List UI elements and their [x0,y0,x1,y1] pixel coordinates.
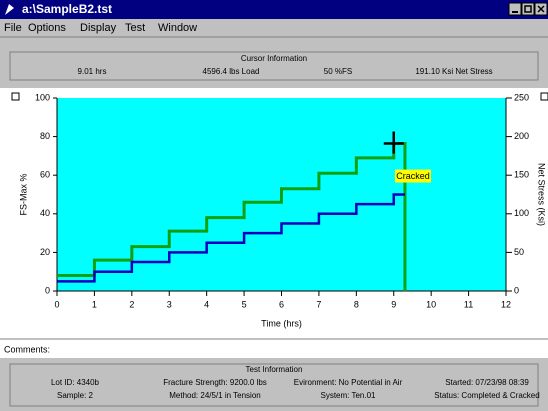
cursor-cross [383,131,404,154]
test-info-field: System: Ten.01 [321,391,377,400]
x-tick-label: 4 [204,299,209,309]
cursor-field: 50 %FS [324,67,352,76]
annotation-box [394,169,431,183]
menu-item[interactable]: Options [28,22,66,34]
cursor-fields: 9.01 hrs 4596.4 lbs Load 50 %FS 191.10 Ksi … [78,67,493,76]
y2-tick-label: 200 [514,131,529,141]
window-title: a:\SampleB2.tst [22,2,112,16]
minimize-button[interactable] [508,2,522,16]
y-tick-label: 40 [40,208,50,218]
data-line [57,193,405,283]
x-axis-label: Time (hrs) [261,318,302,328]
maximize-button[interactable] [521,2,535,16]
test-info-field: Lot ID: 4340b [51,378,100,387]
x-tick-label: 7 [316,299,321,309]
test-info-field: Fracture Strength: 9200.0 lbs [163,378,267,387]
x-tick-label: 10 [426,299,436,309]
x-tick-label: 2 [129,299,134,309]
test-info-field: Status: Completed & Cracked [434,391,539,400]
test-info-field: Evironment: No Potential in Air [294,378,403,387]
window-controls[interactable] [508,2,548,16]
test-info-field: Started: 07/23/98 08:39 [445,378,529,387]
y-tick-label: 0 [45,285,50,295]
x-tick-label: 0 [54,299,59,309]
test-info-panel [9,363,539,407]
app-icon [5,4,14,15]
y2-tick-label: 150 [514,170,529,180]
x-tick-label: 6 [279,299,284,309]
title-bar [0,0,548,19]
menu-item[interactable]: Test [125,22,145,34]
menu-bar: File Options Display Test Window [4,22,197,34]
cursor-field: 9.01 hrs [78,67,107,76]
y-tick-label: 80 [40,131,50,141]
cursor-info-title: Cursor Information [241,54,307,63]
y2-tick-label: 250 [514,92,529,102]
comments-label: Comments: [4,344,50,354]
x-tick-label: 8 [354,299,359,309]
test-info-field: Method: 24/5/1 in Tension [169,391,260,400]
y-tick-label: 100 [35,92,50,102]
annotation: Cracked [396,171,430,181]
x-tick-label: 5 [242,299,247,309]
cursor-info-panel [9,51,539,81]
test-info-fields: Lot ID: 4340b Fracture Strength: 9200.0 l… [51,378,540,400]
x-tick-label: 1 [92,299,97,309]
cursor-field: 4596.4 lbs Load [203,67,260,76]
test-info-title: Test Information [246,365,303,374]
x-tick-label: 3 [167,299,172,309]
menu-item[interactable]: File [4,22,22,34]
close-icon [537,5,545,13]
comments-row [0,340,548,358]
menu-item[interactable]: Window [158,22,197,34]
y-tick-label: 20 [40,247,50,257]
test-info-field: Sample: 2 [57,391,94,400]
y2-tick-label: 50 [514,247,524,257]
y-tick-label: 60 [40,170,50,180]
data-line [57,142,407,291]
x-tick-label: 12 [501,299,511,309]
y-axis-label: FS-Max % [18,173,28,215]
cursor-field: 191.10 Ksi Net Stress [415,67,492,76]
y2-tick-label: 0 [514,285,519,295]
y2-tick-label: 100 [514,208,529,218]
x-tick-label: 9 [391,299,396,309]
menu-item[interactable]: Display [80,22,117,34]
panel-icon[interactable] [540,92,548,101]
y2-axis-label: Net Stress (Ksi) [537,163,547,226]
maximize-icon [524,5,532,13]
x-tick-label: 11 [464,299,473,309]
panel-icon[interactable] [11,92,20,101]
